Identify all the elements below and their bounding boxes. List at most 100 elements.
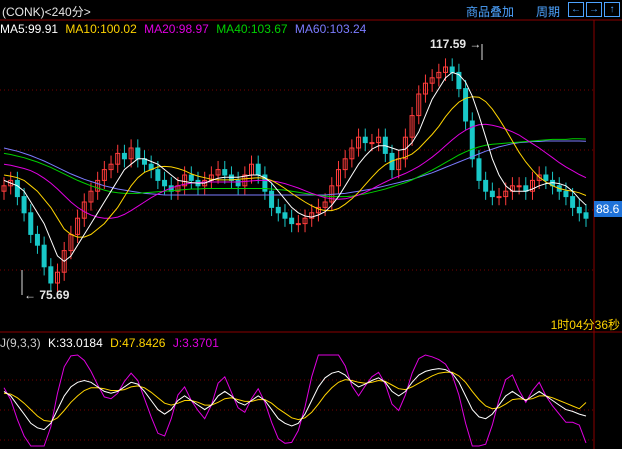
candle-body xyxy=(14,179,20,198)
symbol-title: (CONK)<240分> xyxy=(2,5,91,19)
candle-body xyxy=(543,174,549,181)
candle-body xyxy=(362,136,368,144)
candle-body xyxy=(242,174,248,187)
candle-body xyxy=(255,163,261,176)
candle-body xyxy=(48,266,54,284)
candle-body xyxy=(382,136,388,154)
kdj-legend: J(9,3,3) K:33.0184 D:47.8426 J:3.3701 xyxy=(0,336,223,350)
candle-body xyxy=(128,147,134,160)
kdj-k-value: K:33.0184 xyxy=(48,336,103,350)
candle-body xyxy=(295,223,301,226)
arrow-left-icon[interactable]: ← xyxy=(568,2,584,17)
candle-body xyxy=(75,217,81,235)
candle-body xyxy=(108,163,114,171)
candle-body xyxy=(282,212,288,219)
overlay-button[interactable]: 商品叠加 xyxy=(466,5,515,19)
candle-body xyxy=(41,244,47,268)
kdj-d-value: D:47.8426 xyxy=(110,336,166,350)
candle-body xyxy=(563,190,569,198)
ma-legend: MA5:99.91 MA10:100.02 MA20:98.97 MA40:10… xyxy=(0,22,370,36)
arrow-right-icon[interactable]: → xyxy=(586,2,602,17)
period-button[interactable]: 周期 xyxy=(536,5,561,19)
candle-body xyxy=(222,169,228,176)
candle-body xyxy=(369,142,375,145)
ma20-line xyxy=(3,123,587,219)
candle-body xyxy=(449,66,455,73)
candle-body xyxy=(576,206,582,214)
candle-body xyxy=(182,174,188,187)
candle-body xyxy=(95,179,101,192)
candle-body xyxy=(476,158,482,181)
candle-body xyxy=(335,169,341,187)
candle-body xyxy=(429,77,435,84)
low-price-value: 75.69 xyxy=(39,288,70,302)
candle-body xyxy=(443,66,449,73)
ma5-value: MA5:99.91 xyxy=(0,22,59,36)
candle-body xyxy=(28,212,34,235)
candle-body xyxy=(489,190,495,198)
candle-body xyxy=(21,196,27,214)
ma40-value: MA40:103.67 xyxy=(216,22,288,36)
candle-body xyxy=(235,179,241,187)
candle-body xyxy=(289,217,295,225)
candle-body xyxy=(463,88,469,122)
candle-body xyxy=(302,217,308,225)
kdj-d-line xyxy=(3,371,587,422)
candle-body xyxy=(8,179,14,187)
candle-body xyxy=(135,147,141,160)
candle-body xyxy=(503,190,509,198)
candle-body xyxy=(409,115,415,138)
arrow-up-icon[interactable]: ↑ xyxy=(604,2,620,17)
candle-body xyxy=(309,212,315,219)
current-price-tag: 88.6 xyxy=(594,201,622,217)
candle-body xyxy=(269,190,275,208)
candle-body xyxy=(262,174,268,192)
ma60-value: MA60:103.24 xyxy=(294,22,367,36)
candle-body xyxy=(188,174,194,181)
candle-body xyxy=(356,136,362,149)
candle-body xyxy=(570,196,576,208)
candle-body xyxy=(61,250,67,273)
candle-body xyxy=(416,93,422,117)
low-price-label: ← 75.69 xyxy=(24,288,70,302)
candle-body xyxy=(115,152,121,165)
kdj-k-line xyxy=(3,368,587,431)
candle-body xyxy=(34,233,40,246)
candle-body xyxy=(121,152,127,160)
ma10-line xyxy=(3,96,587,238)
chart-title-bar: (CONK)<240分> 商品叠加 周期 ← → ↑ xyxy=(0,0,622,20)
candle-body xyxy=(162,179,168,187)
candle-body xyxy=(436,71,442,79)
candle-body xyxy=(483,179,489,192)
candle-body xyxy=(376,136,382,144)
candle-body xyxy=(529,179,535,192)
candle-body xyxy=(101,169,107,181)
candle-body xyxy=(456,71,462,90)
bar-countdown: 1时04分36秒 xyxy=(550,318,620,332)
ma10-value: MA10:100.02 xyxy=(65,22,137,36)
candle-body xyxy=(275,206,281,214)
ma5-line xyxy=(3,71,587,263)
candle-body xyxy=(496,196,502,199)
candle-body xyxy=(322,201,328,208)
kdj-name: J(9,3,3) xyxy=(0,336,41,350)
high-price-value: 117.59 xyxy=(430,37,467,51)
candle-body xyxy=(516,185,522,188)
high-price-label: 117.59 → xyxy=(430,37,482,51)
candle-body xyxy=(583,212,589,219)
candle-body xyxy=(422,82,428,95)
candle-body xyxy=(88,190,94,203)
kdj-j-value: J:3.3701 xyxy=(172,336,219,350)
candle-body xyxy=(469,120,475,160)
ma40-line xyxy=(3,138,587,198)
ma20-value: MA20:98.97 xyxy=(144,22,209,36)
candle-body xyxy=(536,174,542,181)
candle-body xyxy=(155,169,161,181)
candle-body xyxy=(1,185,7,192)
candle-body xyxy=(402,136,408,160)
candle-body xyxy=(55,271,61,284)
candle-body xyxy=(342,158,348,171)
kdj-j-line xyxy=(3,354,587,447)
candle-body xyxy=(349,147,355,160)
